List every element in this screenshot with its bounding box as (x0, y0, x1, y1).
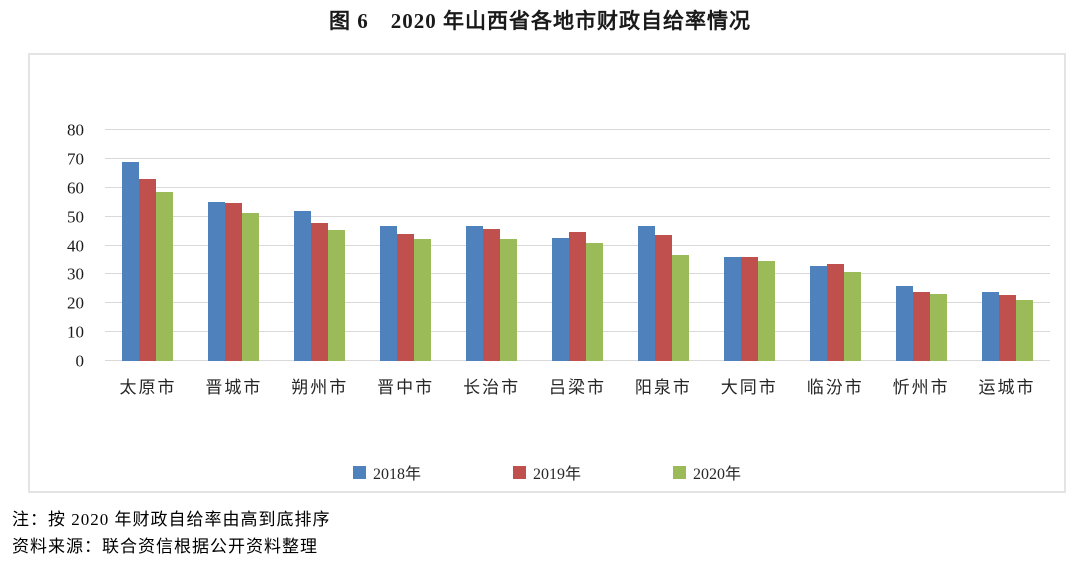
y-tick-label-70: 70 (67, 149, 84, 169)
y-tick-label-10: 10 (67, 322, 84, 342)
bar-阳泉市-2018年 (637, 226, 655, 361)
x-label-吕梁市: 吕梁市 (548, 378, 606, 397)
bar-groups-layer (105, 130, 1050, 361)
x-label-朔州市: 朔州市 (291, 378, 349, 397)
bar-临汾市-2018年 (809, 266, 827, 361)
bar-吕梁市-2019年 (568, 231, 586, 361)
bar-group-运城市 (964, 130, 1050, 361)
y-axis: 0 10 20 30 40 50 60 70 80 (30, 122, 94, 370)
footnotes: 注：按 2020 年财政自给率由高到底排序 资料来源：联合资信根据公开资料整理 (12, 506, 331, 560)
bar-忻州市-2019年 (912, 291, 930, 361)
bar-临汾市-2020年 (843, 271, 861, 361)
bar-忻州市-2018年 (895, 285, 913, 361)
bar-大同市-2020年 (757, 260, 775, 361)
legend-swatch-icon (512, 465, 526, 479)
bar-晋城市-2019年 (225, 202, 243, 361)
legend: 2018年 2019年 2020年 (30, 460, 1064, 484)
bar-group-吕梁市 (535, 130, 621, 361)
bar-运城市-2020年 (1015, 299, 1033, 361)
bar-group-长治市 (449, 130, 535, 361)
gridline-50 (105, 215, 1050, 217)
x-label-大同市: 大同市 (720, 378, 778, 397)
x-label-晋中市: 晋中市 (377, 378, 435, 397)
bar-group-临汾市 (792, 130, 878, 361)
legend-item-2020年: 2020年 (673, 460, 741, 484)
bar-长治市-2020年 (500, 239, 518, 361)
bar-晋中市-2019年 (397, 233, 415, 361)
x-label-长治市: 长治市 (463, 378, 521, 397)
bar-大同市-2019年 (740, 256, 758, 361)
bar-阳泉市-2019年 (654, 235, 672, 361)
x-label-太原市: 太原市 (119, 378, 177, 397)
x-label-晋城市: 晋城市 (205, 378, 263, 397)
bar-group-太原市 (105, 130, 191, 361)
legend-label: 2018年 (372, 466, 421, 483)
y-tick-label-60: 60 (67, 178, 84, 198)
bar-阳泉市-2020年 (671, 254, 689, 361)
bar-group-忻州市 (878, 130, 964, 361)
bar-晋城市-2020年 (242, 213, 260, 361)
legend-swatch-icon (673, 465, 686, 479)
bar-晋中市-2018年 (380, 225, 398, 361)
x-label-忻州市: 忻州市 (892, 378, 950, 397)
y-tick-label-50: 50 (67, 207, 84, 227)
y-tick-label-20: 20 (67, 293, 84, 313)
bar-长治市-2019年 (483, 228, 501, 361)
bar-运城市-2019年 (998, 294, 1016, 361)
footnote-source: 资料来源：联合资信根据公开资料整理 (12, 537, 318, 556)
y-tick-label-30: 30 (67, 264, 84, 284)
bar-朔州市-2020年 (328, 230, 346, 361)
bar-大同市-2018年 (723, 257, 741, 361)
bar-group-晋中市 (363, 130, 449, 361)
bar-运城市-2018年 (981, 292, 999, 361)
bar-长治市-2018年 (466, 226, 484, 361)
footnote-sort-order: 注：按 2020 年财政自给率由高到底排序 (12, 510, 331, 529)
bar-临汾市-2019年 (826, 263, 844, 361)
y-tick-label-80: 80 (67, 120, 84, 140)
x-label-阳泉市: 阳泉市 (634, 378, 692, 397)
bar-晋中市-2020年 (414, 238, 432, 361)
bar-晋城市-2018年 (208, 202, 226, 361)
x-label-临汾市: 临汾市 (806, 378, 864, 397)
bar-吕梁市-2020年 (585, 243, 603, 361)
legend-swatch-icon (352, 465, 366, 479)
gridline-70 (105, 157, 1050, 159)
figure-title: 图 6 2020 年山西省各地市财政自给率情况 (329, 9, 751, 33)
bar-group-大同市 (706, 130, 792, 361)
y-tick-label-0: 0 (75, 351, 85, 371)
bar-太原市-2018年 (122, 162, 140, 361)
legend-item-2018年: 2018年 (352, 460, 421, 484)
legend-label: 2020年 (693, 466, 742, 483)
chart-frame: 0 10 20 30 40 50 60 70 80 太原市 晋城市 朔州市 晋中市 长治市 吕梁市 阳泉市 大… (28, 53, 1066, 493)
bar-朔州市-2018年 (294, 210, 312, 361)
bar-group-阳泉市 (620, 130, 706, 361)
x-axis-labels: 太原市 晋城市 朔州市 晋中市 长治市 吕梁市 阳泉市 大同市 临汾市 忻州市 运城市 (105, 373, 1050, 398)
bar-group-晋城市 (191, 130, 277, 361)
bar-太原市-2019年 (139, 178, 157, 361)
gridline-60 (105, 186, 1050, 188)
bar-朔州市-2019年 (311, 222, 329, 361)
bar-group-朔州市 (277, 130, 363, 361)
bar-吕梁市-2018年 (551, 238, 569, 361)
legend-label: 2019年 (532, 466, 581, 483)
plot-area (105, 129, 1050, 361)
bar-太原市-2020年 (156, 192, 174, 361)
y-tick-label-40: 40 (67, 236, 84, 255)
legend-item-2019年: 2019年 (512, 460, 581, 484)
gridline-80 (105, 129, 1050, 130)
x-label-运城市: 运城市 (978, 378, 1036, 397)
bar-忻州市-2020年 (929, 294, 947, 361)
